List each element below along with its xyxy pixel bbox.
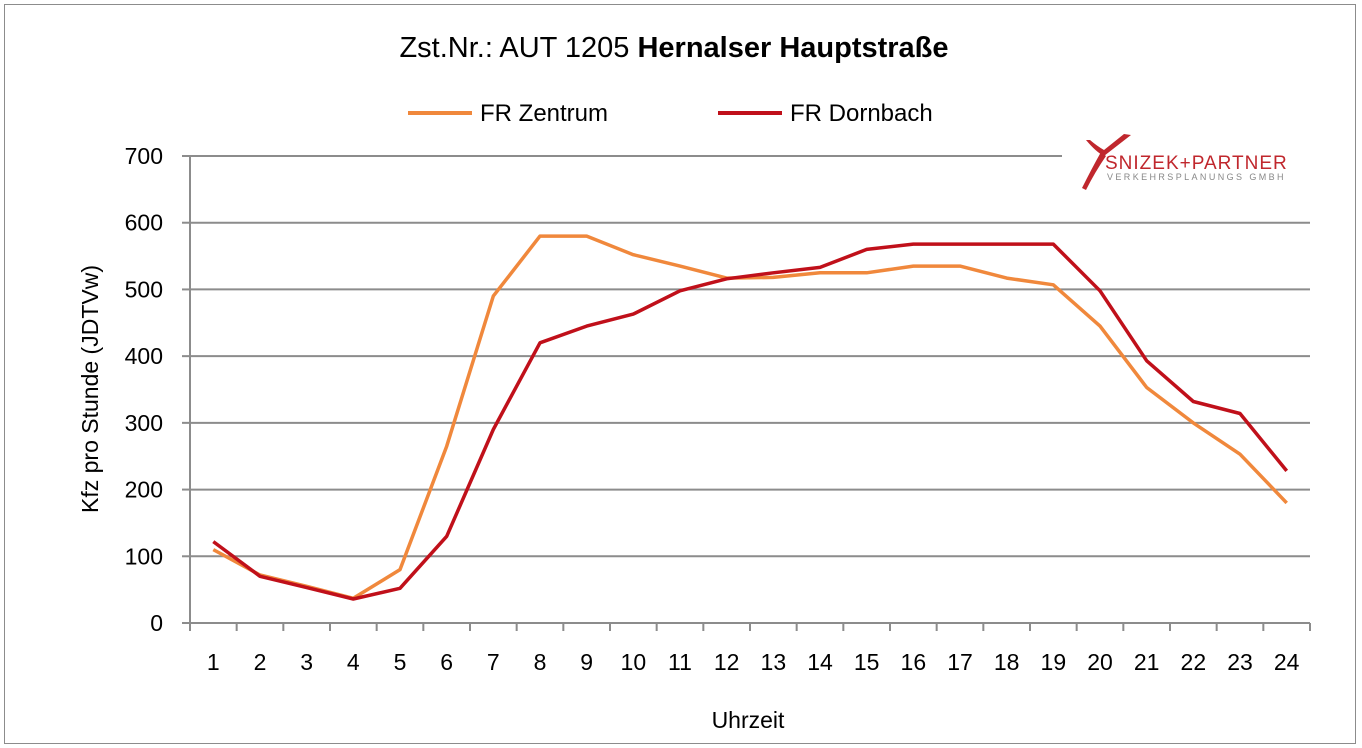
logo-mark-stem-icon [1082, 152, 1106, 190]
legend: FR Zentrum FR Dornbach [408, 100, 933, 127]
chart-title: Zst.Nr.: AUT 1205 Hernalser Hauptstraße [399, 32, 948, 64]
x-tick-label: 13 [761, 649, 787, 675]
y-tick-label: 300 [125, 410, 163, 436]
x-tick-label: 5 [394, 649, 407, 675]
x-tick-label: 8 [534, 649, 547, 675]
series-lines [212, 234, 1289, 601]
chart-frame [4, 4, 1356, 744]
x-tick-label: 12 [714, 649, 740, 675]
x-tick-label: 11 [668, 649, 692, 675]
logo-background [1062, 140, 1318, 190]
x-tick-label: 6 [440, 649, 453, 675]
series-line-2 [212, 242, 1289, 601]
x-tick-label: 4 [347, 649, 360, 675]
y-tick-label: 0 [150, 610, 163, 636]
y-tick-label: 200 [125, 477, 163, 503]
y-tick-label: 400 [125, 343, 163, 369]
x-tick-label: 9 [580, 649, 593, 675]
x-tick-label: 18 [994, 649, 1020, 675]
y-tick-label: 100 [125, 543, 163, 569]
chart-title-bold: Hernalser Hauptstraße [637, 32, 948, 64]
y-tick-label: 500 [125, 276, 163, 302]
x-tick-label: 15 [854, 649, 880, 675]
chart-title-prefix: Zst.Nr.: AUT 1205 [399, 32, 637, 64]
x-tick-label: 14 [807, 649, 833, 675]
snizek-partner-logo: SNIZEK+PARTNER VERKEHRSPLANUNGS GMBH [1062, 134, 1318, 190]
x-tick-label: 1 [207, 649, 220, 675]
legend-label-1: FR Zentrum [480, 100, 608, 127]
x-tick-label: 23 [1227, 649, 1253, 675]
x-tick-label: 20 [1087, 649, 1113, 675]
series-line-1 [212, 234, 1288, 601]
legend-label-2: FR Dornbach [790, 100, 933, 127]
x-axis-title: Uhrzeit [712, 707, 785, 733]
x-tick-label: 2 [254, 649, 267, 675]
x-tick-label: 21 [1134, 649, 1160, 675]
y-axis-title: Kfz pro Stunde (JDTVw) [77, 265, 103, 513]
logo-name: SNIZEK+PARTNER [1105, 153, 1288, 174]
x-tick-label: 17 [947, 649, 973, 675]
logo-mark-icon [1086, 134, 1131, 156]
x-tick-label: 19 [1041, 649, 1067, 675]
x-tick-label: 24 [1274, 649, 1300, 675]
x-tick-label: 16 [901, 649, 927, 675]
y-tick-label: 700 [125, 143, 163, 169]
x-tick-label: 3 [300, 649, 313, 675]
y-tick-label: 600 [125, 210, 163, 236]
logo-subtitle: VERKEHRSPLANUNGS GMBH [1107, 172, 1286, 182]
x-tick-label: 22 [1181, 649, 1207, 675]
x-tick-label: 7 [487, 649, 500, 675]
x-tick-label: 10 [621, 649, 647, 675]
